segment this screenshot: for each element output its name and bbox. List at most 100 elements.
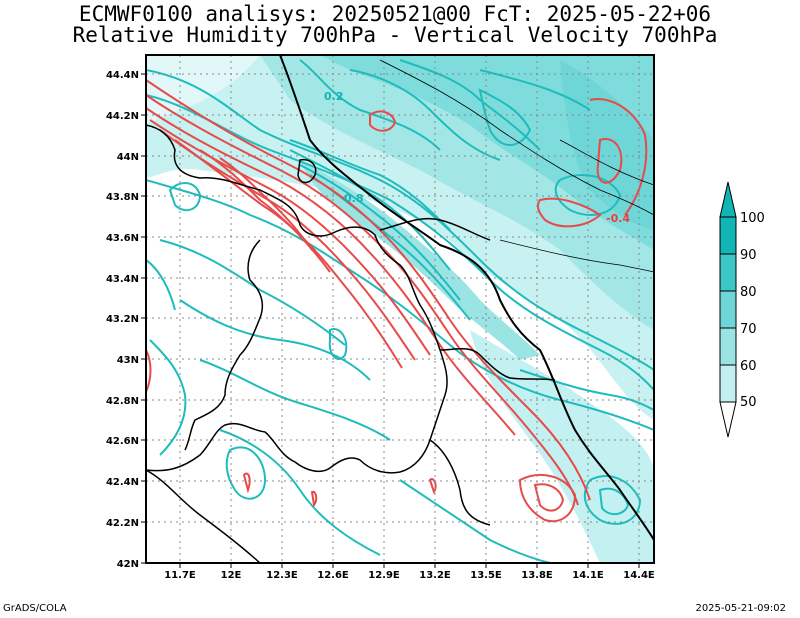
humidity-contour [289, 139, 451, 231]
humidity-contour [149, 339, 187, 456]
lon-tick-label: 13.2E [419, 570, 451, 581]
velocity-contour [159, 129, 416, 361]
lon-tick-label: 14.1E [572, 570, 604, 581]
regional-border [146, 124, 441, 351]
velocity-contour [219, 157, 313, 251]
humidity-contour [289, 149, 451, 271]
lat-tick-label: 42.2N [106, 518, 139, 529]
lon-tick-label: 12.9E [368, 570, 400, 581]
humidity-contour [349, 69, 501, 161]
velocity-contour [533, 483, 565, 512]
map-grid [146, 55, 654, 563]
colorbar-label: 60 [740, 359, 757, 374]
lon-tick-label: 11.7E [164, 570, 196, 581]
velocity-contour [536, 197, 602, 228]
colorbar [719, 181, 737, 438]
regional-border [379, 218, 491, 241]
contour-label: -0.4 [606, 212, 630, 225]
lon-tick-label: 12.6E [317, 570, 349, 581]
coastline [279, 55, 654, 541]
contour-label: 0.8 [344, 192, 364, 205]
borders [146, 55, 654, 563]
humidity-contour [146, 94, 654, 391]
colorbar-swatch [719, 253, 737, 292]
humidity-contour [554, 174, 622, 216]
title-line-2: Relative Humidity 700hPa - Vertical Velo… [72, 23, 718, 47]
humidity-contour [299, 164, 461, 301]
colorbar-swatch [719, 364, 737, 403]
velocity-contour [146, 79, 591, 501]
humidity-contour [168, 182, 202, 212]
title-line-1: ECMWF0100 analisys: 20250521@00 FcT: 202… [78, 2, 712, 26]
colorbar-label: 70 [740, 322, 757, 337]
lat-tick-label: 44.4N [106, 70, 139, 81]
lat-tick-label: 44.2N [106, 111, 139, 122]
lon-tick-label: 12.3E [266, 570, 298, 581]
lat-tick-label: 42.6N [106, 436, 139, 447]
velocity-contours [146, 79, 648, 523]
colorbar-swatch [719, 327, 737, 366]
humidity-contour [598, 487, 630, 516]
sea-line [559, 139, 654, 186]
lon-tick-label: 13.8E [521, 570, 553, 581]
velocity-contour [242, 472, 251, 494]
humidity-contour [179, 299, 371, 381]
humidity-contour [519, 369, 654, 411]
lon-axis: 11.7E 12E 12.3E 12.6E 12.9E 13.2E 13.5E … [164, 563, 655, 581]
regional-border [297, 158, 317, 184]
lat-tick-label: 43.6N [106, 233, 139, 244]
humidity-contour [225, 446, 267, 500]
velocity-contour [589, 98, 648, 216]
lat-tick-label: 43.2N [106, 314, 139, 325]
colorbar-label: 50 [740, 395, 757, 410]
colorbar-swatch [719, 216, 737, 255]
humidity-shade-80-east [560, 60, 654, 230]
lat-tick-label: 42.4N [106, 477, 139, 488]
map-layers: 0.2 0.8 -0.4 [146, 55, 654, 563]
regional-border [146, 349, 448, 474]
humidity-contour [299, 59, 441, 151]
regional-border [146, 469, 261, 563]
colorbar-label: 90 [740, 248, 757, 263]
regional-border [439, 348, 556, 381]
velocity-contour [428, 478, 437, 495]
velocity-contour [596, 138, 623, 184]
colorbar-swatch [719, 290, 737, 329]
humidity-contour [478, 88, 532, 146]
velocity-contour [310, 490, 318, 508]
humidity-contour [479, 69, 591, 111]
humidity-contour [146, 69, 654, 371]
footer-timestamp: 2025-05-21-09:02 [695, 603, 786, 614]
colorbar-top-arrow [719, 181, 737, 218]
lat-axis: 42N 42.2N 42.4N 42.6N 42.8N 43N 43.2N 43… [106, 70, 146, 570]
lat-tick-label: 44N [117, 152, 139, 163]
humidity-contour [328, 328, 348, 360]
lat-tick-label: 42N [117, 559, 139, 570]
velocity-contour [199, 149, 331, 273]
colorbar-label: 100 [740, 211, 765, 226]
colorbar-label: 80 [740, 285, 757, 300]
velocity-contour [369, 110, 397, 132]
regional-border [429, 439, 491, 526]
contour-label: 0.2 [324, 90, 344, 103]
humidity-contours [146, 59, 654, 563]
sea-line [499, 239, 654, 273]
humidity-shade-ridge [300, 160, 540, 360]
humidity-contour [159, 239, 346, 346]
colorbar-bottom-arrow [719, 401, 737, 438]
velocity-contour [518, 474, 577, 523]
lat-tick-label: 43.8N [106, 192, 139, 203]
sea-line [379, 59, 654, 216]
lon-tick-label: 14.4E [623, 570, 655, 581]
velocity-contour [146, 107, 516, 436]
humidity-contour [399, 59, 541, 151]
footer-credit: GrADS/COLA [3, 603, 67, 614]
humidity-contour [219, 429, 381, 556]
velocity-contour [146, 349, 152, 393]
humidity-contour [399, 479, 551, 563]
lat-tick-label: 43N [117, 355, 139, 366]
lat-tick-label: 43.4N [106, 274, 139, 285]
lon-tick-label: 13.5E [470, 570, 502, 581]
regional-border [184, 239, 263, 451]
